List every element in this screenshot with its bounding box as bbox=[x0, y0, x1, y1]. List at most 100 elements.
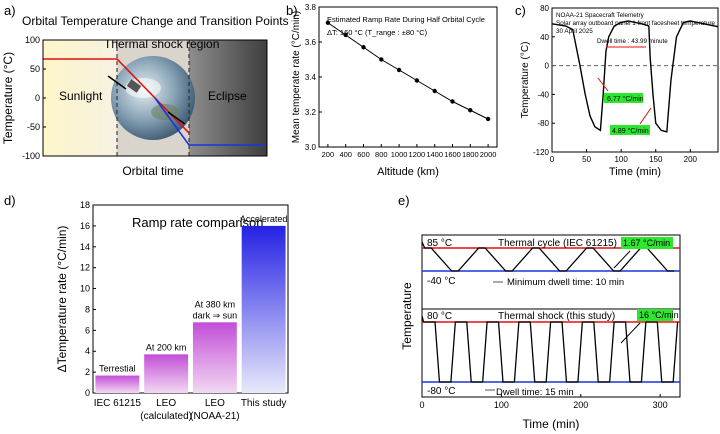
d-bar bbox=[144, 354, 189, 393]
d-category-label: LEO bbox=[205, 398, 225, 409]
d-ytick-label: 4 bbox=[85, 346, 90, 356]
b-xtick-label: 200 bbox=[322, 150, 335, 159]
panel-a: a) Orbital Temperature Change and Transi… bbox=[1, 3, 289, 178]
e-xtick-label: 300 bbox=[653, 400, 668, 410]
c-ytick-label: 80 bbox=[540, 4, 549, 13]
b-data-point bbox=[414, 78, 420, 83]
e-xtick-label: 0 bbox=[419, 400, 424, 410]
panel-a-letter: a) bbox=[4, 3, 16, 18]
d-bar-label: At 380 km bbox=[195, 299, 236, 309]
cycle-series-name: Thermal cycle (IEC 61215) bbox=[498, 238, 617, 249]
d-bar bbox=[241, 225, 286, 393]
panel-d-title: Ramp rate comparison bbox=[132, 215, 264, 230]
d-category-label: IEC 61215 bbox=[94, 398, 142, 409]
panel-a-ylabel: Temperature (°C) bbox=[1, 52, 15, 144]
cold-profile-line bbox=[154, 97, 267, 146]
b-xtick-label: 1200 bbox=[409, 150, 426, 159]
rate1-badge bbox=[604, 93, 643, 103]
a-ytick-label: 0 bbox=[35, 93, 40, 103]
b-ytick-label: 3.2 bbox=[305, 108, 317, 117]
panel-e-letter: e) bbox=[398, 193, 410, 208]
d-ytick-label: 6 bbox=[85, 325, 90, 335]
panel-b-subtitle: ΔT: 160 °C (T_range : ±80 °C) bbox=[327, 28, 428, 37]
rate2-arrow bbox=[639, 107, 652, 125]
b-ytick-label: 3.8 bbox=[305, 3, 317, 12]
e-xtick-label: 100 bbox=[494, 400, 509, 410]
b-xtick-label: 1400 bbox=[426, 150, 443, 159]
d-bar bbox=[192, 322, 237, 393]
panel-e-ylabel: Temperature bbox=[400, 282, 414, 350]
dwell-annotation: Dwell time : 43.99 minute bbox=[597, 38, 668, 45]
satellite-icon bbox=[126, 79, 142, 93]
shock-series-name: Thermal shock (this study) bbox=[498, 311, 615, 322]
a-ytick-label: -50 bbox=[27, 122, 40, 132]
a-ytick-label: -100 bbox=[22, 151, 40, 161]
panel-b-ylabel: Mean temperate rate (°C/min) bbox=[291, 11, 302, 143]
b-ytick-label: 3.0 bbox=[305, 143, 317, 152]
shock-hot-label: 80 °C bbox=[427, 311, 452, 322]
d-ytick-label: 8 bbox=[85, 304, 90, 314]
b-data-point bbox=[450, 99, 455, 104]
b-data-point bbox=[379, 57, 384, 62]
c-ytick-label: 0 bbox=[545, 62, 550, 71]
panel-d-frame bbox=[92, 204, 289, 394]
d-category-label: (NOAA-21) bbox=[190, 411, 239, 422]
cycle-rate-label: 1.67 °C/min bbox=[623, 238, 670, 248]
telemetry-line bbox=[551, 20, 719, 133]
rate2-label: 4.89 °C/min bbox=[612, 127, 649, 135]
a-ytick-label: 100 bbox=[25, 35, 40, 45]
c-ytick-label: -120 bbox=[533, 148, 550, 157]
b-xtick-label: 1800 bbox=[462, 150, 479, 159]
cycle-rate-arrow bbox=[613, 250, 631, 269]
e-xtick-label: 200 bbox=[573, 400, 588, 410]
b-ytick-label: 3.6 bbox=[305, 38, 317, 47]
a-ytick-label: 50 bbox=[30, 64, 40, 74]
d-category-label: LEO bbox=[156, 398, 176, 409]
d-ytick-label: 14 bbox=[80, 242, 90, 252]
shock-rate-label: 16 °C/min bbox=[639, 310, 679, 320]
d-bar-label: Accelerated bbox=[240, 214, 288, 224]
b-data-point bbox=[468, 108, 473, 113]
panel-c-title: NOAA-21 Spacecraft Telemetry bbox=[556, 12, 645, 19]
b-data-point bbox=[343, 32, 348, 38]
c-xtick-label: 100 bbox=[614, 155, 628, 164]
shock-rate-badge bbox=[637, 309, 673, 321]
rate1-label: 6.77 °C/min bbox=[607, 95, 644, 103]
panel-c: c) 0 50 100 150 200 80 40 0 -40 -80 -120 NOAA-21 S… bbox=[515, 3, 719, 178]
d-ytick-label: 10 bbox=[80, 284, 90, 294]
d-ytick-label: 0 bbox=[85, 388, 90, 398]
d-category-label: This study bbox=[241, 398, 287, 409]
d-category-label: (calculated) bbox=[140, 411, 192, 422]
b-xtick-label: 600 bbox=[357, 150, 370, 159]
c-xtick-label: 0 bbox=[550, 155, 555, 164]
panel-b-xlabel: Altitude (km) bbox=[377, 166, 439, 178]
cycle-dwell-label: Minimum dwell time: 10 min bbox=[507, 277, 624, 288]
panel-d: d) Ramp rate comparison 024681012141618 … bbox=[4, 193, 289, 422]
eclipse-label: Eclipse bbox=[208, 89, 247, 103]
panel-d-letter: d) bbox=[4, 193, 16, 208]
shock-cold-label: -80 °C bbox=[427, 386, 455, 397]
thermal-shock-line bbox=[421, 315, 679, 383]
d-bar-label: dark ⇒ sun bbox=[193, 310, 238, 320]
panel-a-xlabel: Orbital time bbox=[122, 164, 184, 178]
d-ytick-label: 12 bbox=[80, 263, 90, 273]
cycle-rate-badge bbox=[621, 237, 673, 249]
b-ytick-label: 3.4 bbox=[305, 73, 317, 82]
thermal-shock-label: Thermal shock region bbox=[104, 37, 219, 51]
d-bar bbox=[95, 375, 140, 393]
d-bar-label: Terrestial bbox=[99, 364, 136, 374]
panel-e: e) 0 100 200 300 85 °C -40 °C Thermal cycle… bbox=[398, 193, 681, 431]
c-ytick-label: -80 bbox=[537, 119, 549, 128]
c-ytick-label: -40 bbox=[537, 90, 549, 99]
c-xtick-label: 50 bbox=[582, 155, 591, 164]
panel-b: b) Estimated Ramp Rate During Half Orbit… bbox=[286, 3, 498, 178]
panel-b-title: Estimated Ramp Rate During Half Orbital … bbox=[327, 15, 485, 24]
b-xtick-label: 1600 bbox=[444, 150, 461, 159]
c-ytick-label: 40 bbox=[540, 33, 549, 42]
sunlight-label: Sunlight bbox=[59, 89, 103, 103]
b-data-point bbox=[485, 116, 491, 122]
b-data-point bbox=[361, 45, 366, 50]
b-xtick-label: 2000 bbox=[480, 150, 497, 159]
b-xtick-label: 400 bbox=[339, 150, 352, 159]
